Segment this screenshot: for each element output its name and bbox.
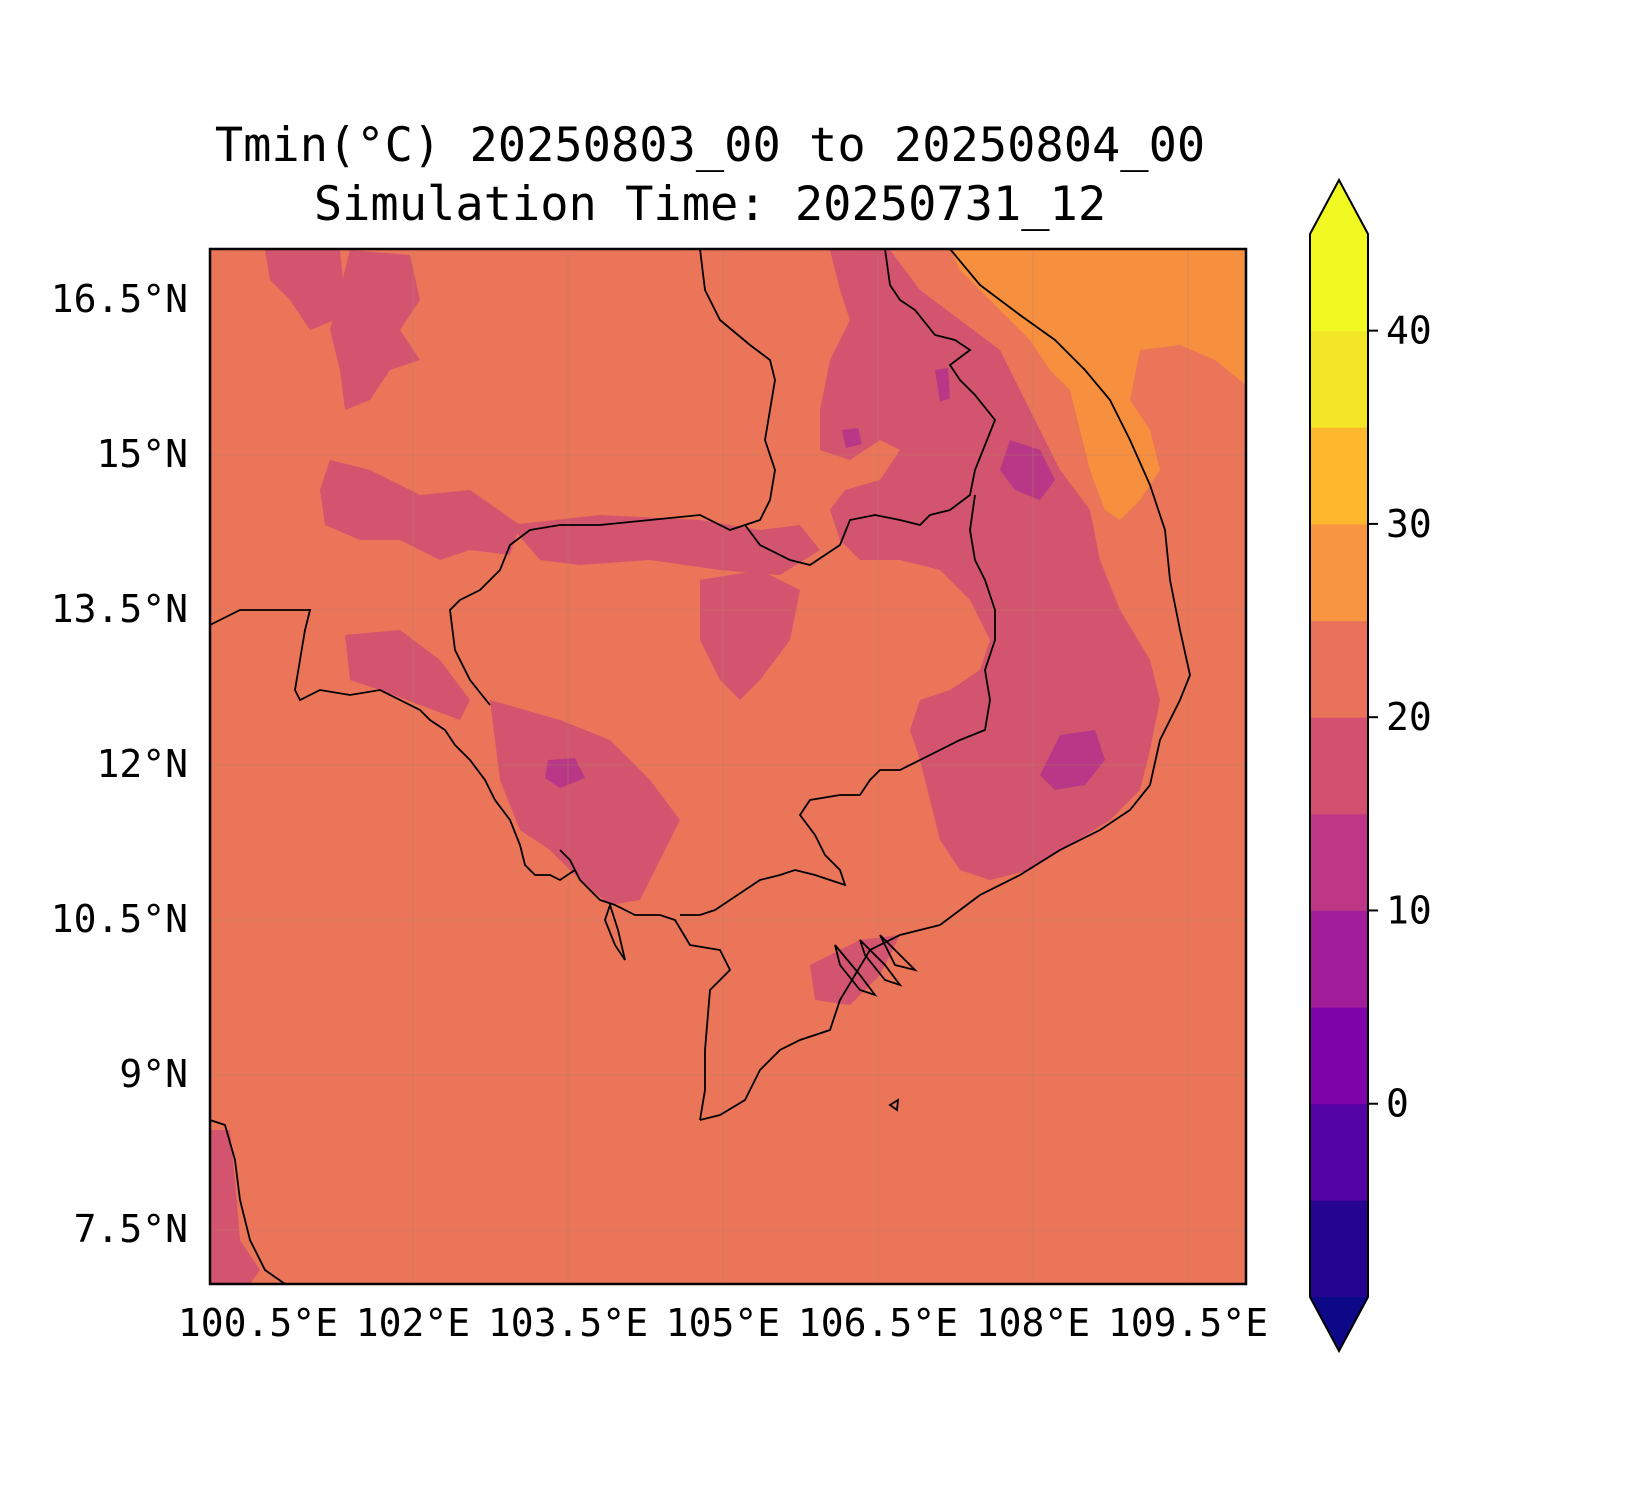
field-coolest-patch — [1040, 730, 1105, 790]
x-tick-label: 105°E — [666, 1301, 780, 1345]
colorbar-band — [1310, 717, 1368, 815]
y-tick-label: 12°N — [96, 742, 188, 786]
map-subtitle: Simulation Time: 20250731_12 — [313, 177, 1107, 232]
field-cool-patch — [345, 630, 470, 720]
temperature-field — [210, 249, 1246, 1284]
colorbar-tick-label: 10 — [1386, 888, 1432, 932]
y-tick-label: 10.5°N — [51, 897, 188, 941]
colorbar-band — [1310, 330, 1368, 428]
y-tick-label: 7.5°N — [74, 1207, 188, 1251]
colorbar: 0 10 20 30 40 — [1309, 177, 1432, 1354]
field-cool-patch — [700, 570, 800, 700]
colorbar-tick-label: 40 — [1386, 309, 1432, 353]
colorbar-tick-label: 0 — [1386, 1082, 1409, 1126]
colorbar-band — [1310, 813, 1368, 911]
field-coolest-patch — [1000, 440, 1055, 500]
colorbar-band — [1310, 427, 1368, 525]
map-title: Tmin(°C) 20250803_00 to 20250804_00 — [214, 118, 1206, 173]
colorbar-band — [1310, 1007, 1368, 1105]
colorbar-under-arrow — [1310, 1297, 1368, 1351]
y-tick-label: 9°N — [119, 1052, 188, 1096]
colorbar-tick-label: 20 — [1386, 695, 1432, 739]
colorbar-segments — [1309, 177, 1369, 1354]
x-tick-label: 108°E — [976, 1301, 1090, 1345]
x-tick-label: 109.5°E — [1108, 1301, 1268, 1345]
colorbar-band — [1310, 1200, 1368, 1298]
field-coolest-patch — [545, 758, 585, 788]
colorbar-outline — [1309, 177, 1369, 1354]
colorbar-band — [1310, 620, 1368, 718]
x-tick-label: 106.5°E — [798, 1301, 958, 1345]
colorbar-over-arrow — [1310, 180, 1368, 234]
coastlines-and-borders — [210, 249, 1191, 1284]
field-cool-southwest — [490, 700, 680, 905]
field-cool-patch — [320, 460, 520, 560]
colorbar-band — [1310, 910, 1368, 1008]
colorbar-tick-label: 30 — [1386, 502, 1432, 546]
field-coolest-patch — [842, 428, 862, 448]
graticule — [210, 249, 1246, 1284]
field-cool-patch — [210, 1130, 260, 1284]
colorbar-band — [1310, 523, 1368, 622]
map-frame — [208, 247, 1248, 1286]
y-axis-labels: 16.5°N 15°N 13.5°N 12°N 10.5°N 9°N 7.5°N — [51, 277, 188, 1251]
x-axis-labels: 100.5°E 102°E 103.5°E 105°E 106.5°E 108°… — [178, 1301, 1268, 1345]
field-coolest-patch — [935, 368, 950, 402]
y-tick-label: 16.5°N — [51, 277, 188, 321]
x-tick-label: 102°E — [356, 1301, 470, 1345]
field-cool-patch — [330, 250, 420, 410]
y-tick-label: 15°N — [96, 432, 188, 476]
y-tick-label: 13.5°N — [51, 587, 188, 631]
field-cool-patch — [510, 515, 820, 575]
field-cool-east — [820, 250, 1160, 880]
x-tick-label: 100.5°E — [178, 1301, 338, 1345]
colorbar-ticks: 0 10 20 30 40 — [1368, 309, 1432, 1126]
colorbar-band — [1310, 1103, 1368, 1201]
colorbar-band — [1310, 234, 1368, 332]
x-tick-label: 103.5°E — [488, 1301, 648, 1345]
field-cool-patch — [265, 250, 345, 330]
